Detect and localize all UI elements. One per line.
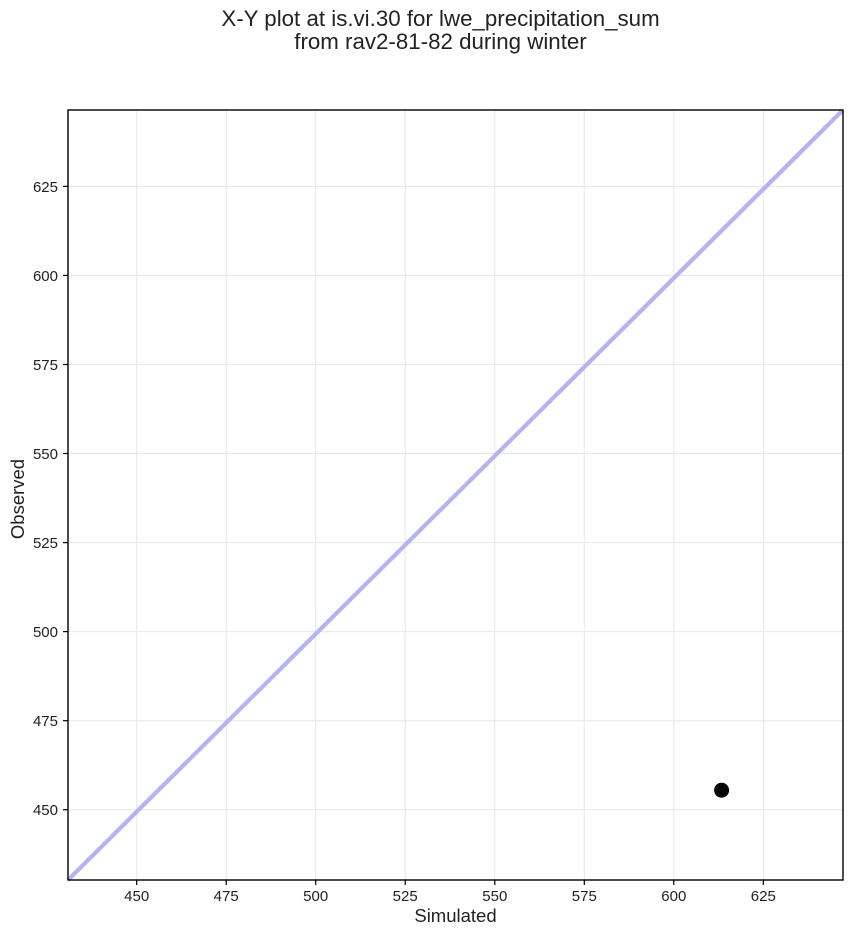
svg-text:475: 475: [33, 713, 58, 730]
svg-text:550: 550: [482, 888, 507, 905]
svg-text:525: 525: [393, 888, 418, 905]
svg-text:600: 600: [661, 888, 686, 905]
svg-text:525: 525: [33, 535, 58, 552]
svg-text:625: 625: [751, 888, 776, 905]
svg-text:Simulated: Simulated: [414, 905, 496, 926]
svg-text:500: 500: [33, 624, 58, 641]
svg-text:450: 450: [33, 802, 58, 819]
svg-text:625: 625: [33, 179, 58, 196]
svg-text:Observed: Observed: [7, 459, 28, 539]
svg-text:600: 600: [33, 268, 58, 285]
svg-text:500: 500: [303, 888, 328, 905]
svg-text:475: 475: [214, 888, 239, 905]
svg-text:550: 550: [33, 446, 58, 463]
svg-text:450: 450: [124, 888, 149, 905]
svg-text:575: 575: [33, 357, 58, 374]
svg-text:575: 575: [572, 888, 597, 905]
